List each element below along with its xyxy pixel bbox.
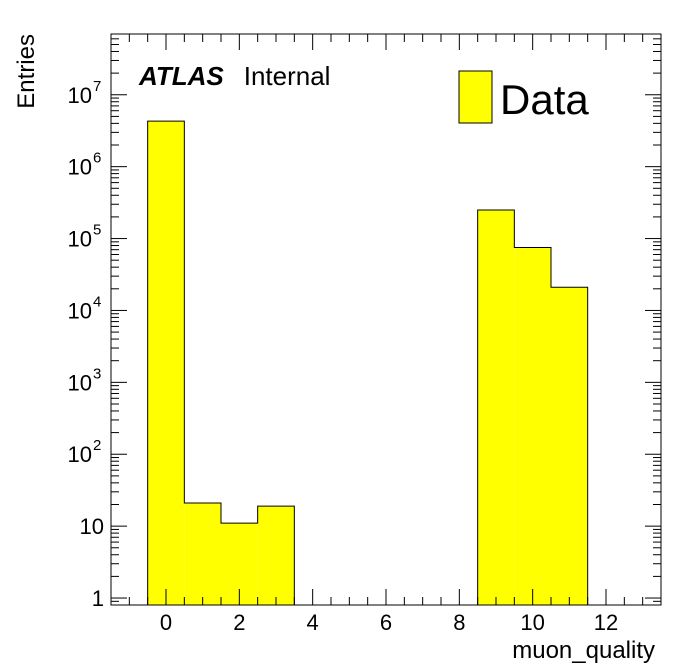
y-tick-exponent: 6 bbox=[93, 150, 101, 167]
histogram-bar bbox=[514, 247, 551, 605]
legend-label-data: Data bbox=[500, 76, 589, 123]
y-tick-label: 10 bbox=[68, 370, 92, 395]
histogram-bar bbox=[477, 209, 515, 606]
x-tick-label: 2 bbox=[233, 610, 245, 635]
histogram-bar bbox=[257, 506, 295, 605]
x-axis-ticks bbox=[110, 34, 662, 605]
y-tick-exponent: 3 bbox=[93, 365, 101, 382]
atlas-label: ATLAS Internal bbox=[138, 61, 330, 91]
histogram-bar bbox=[184, 502, 221, 605]
x-tick-label: 12 bbox=[594, 610, 618, 635]
x-tick-label: 4 bbox=[307, 610, 319, 635]
x-tick-label: 0 bbox=[160, 610, 172, 635]
legend: Data bbox=[458, 70, 589, 124]
y-tick-exponent: 7 bbox=[93, 78, 101, 95]
x-tick-labels: 0 2 4 6 8 10 12 bbox=[160, 610, 618, 635]
x-tick-label: 10 bbox=[520, 610, 544, 635]
y-tick-exponent: 2 bbox=[93, 437, 101, 454]
atlas-label-internal: Internal bbox=[244, 61, 331, 91]
x-axis-title: muon_quality bbox=[512, 637, 655, 664]
y-tick-label: 10 bbox=[68, 155, 92, 180]
y-tick-exponent: 4 bbox=[93, 293, 101, 310]
y-tick-label: 10 bbox=[68, 442, 92, 467]
y-axis-title: Entries bbox=[13, 34, 40, 109]
atlas-label-bold: ATLAS bbox=[138, 61, 224, 91]
y-tick-label: 1 bbox=[92, 586, 104, 611]
histogram-outline bbox=[147, 120, 589, 605]
histogram-bar bbox=[147, 121, 185, 605]
y-tick-label: 10 bbox=[68, 298, 92, 323]
y-tick-label: 10 bbox=[80, 514, 104, 539]
x-tick-label: 6 bbox=[380, 610, 392, 635]
x-tick-label: 8 bbox=[453, 610, 465, 635]
histogram-bar bbox=[551, 287, 588, 605]
y-tick-label: 10 bbox=[68, 227, 92, 252]
legend-swatch-data bbox=[458, 70, 493, 124]
y-tick-label: 10 bbox=[68, 83, 92, 108]
histogram-bars bbox=[147, 120, 589, 606]
y-tick-exponent: 5 bbox=[93, 222, 101, 239]
y-axis-ticks bbox=[111, 33, 661, 606]
